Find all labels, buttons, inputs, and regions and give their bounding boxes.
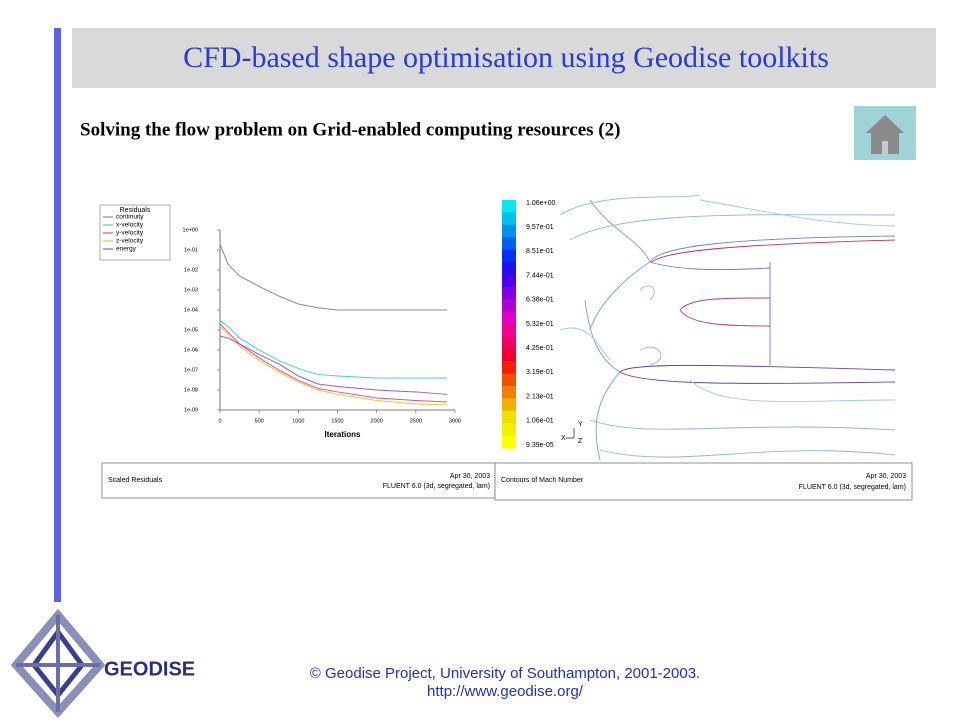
colorbar-swatch bbox=[502, 237, 516, 251]
colorbar-label: 2.13e-01 bbox=[526, 393, 554, 400]
residuals-chart: 1e+00 1e-01 1e-02 1e-03 1e-04 1e-05 1e-06 1e-07… bbox=[103, 214, 461, 439]
legend-label: energy bbox=[116, 246, 137, 253]
colorbar-swatch bbox=[502, 410, 516, 424]
logo: GEODISE bbox=[10, 608, 195, 719]
axis-label: X bbox=[561, 435, 566, 442]
contour-line bbox=[584, 199, 651, 461]
colorbar-swatch bbox=[502, 324, 516, 337]
legend-label: x-velocity bbox=[116, 222, 144, 229]
axis-label: Y bbox=[578, 421, 583, 428]
home-roof bbox=[866, 115, 904, 133]
slide-title: CFD-based shape optimisation using Geodi… bbox=[183, 41, 829, 74]
y-tick-label: 1e-06 bbox=[184, 347, 198, 353]
contour-line bbox=[559, 194, 896, 458]
x-tick-label: 0 bbox=[218, 418, 221, 424]
logo-text: GEODISE bbox=[104, 658, 195, 680]
footer-solver: FLUENT 6.0 (3d, segregated, lam) bbox=[799, 484, 906, 491]
colorbar-swatch bbox=[502, 299, 516, 313]
legend-label: y-velocity bbox=[116, 230, 144, 237]
colorbar-label: 4.25e-01 bbox=[526, 345, 554, 352]
copyright: © Geodise Project, University of Southam… bbox=[310, 665, 700, 682]
colorbar-label: 1.06e+00 bbox=[526, 200, 555, 207]
colorbar-swatch bbox=[502, 200, 516, 213]
contour-line bbox=[619, 364, 896, 384]
colorbar: 1.06e+00 9.57e-01 8.51e-01 7.44e-01 6.38e-01… bbox=[502, 200, 555, 449]
contour-panel bbox=[559, 194, 896, 461]
contour-footer-box bbox=[494, 462, 913, 501]
colorbar-swatch bbox=[502, 224, 516, 238]
y-tick-label: 1e-02 bbox=[184, 267, 198, 273]
colorbar-swatch bbox=[502, 336, 516, 350]
colorbar-swatch bbox=[502, 262, 516, 275]
contour-line bbox=[559, 199, 896, 403]
footer-date: Apr 30, 2003 bbox=[866, 473, 906, 480]
x-tick-label: 1000 bbox=[292, 418, 304, 424]
contour-line bbox=[679, 297, 771, 327]
slide-subtitle: Solving the flow problem on Grid-enabled… bbox=[80, 119, 620, 140]
contour-line bbox=[651, 239, 896, 263]
colorbar-swatch bbox=[502, 435, 516, 449]
colorbar-swatch bbox=[502, 274, 516, 288]
home-door bbox=[882, 141, 888, 154]
title-band bbox=[72, 28, 936, 88]
contour-line bbox=[649, 235, 896, 271]
colorbar-label: 9.57e-01 bbox=[526, 224, 554, 231]
legend-label: continuity bbox=[116, 214, 144, 221]
url[interactable]: http://www.geodise.org/ bbox=[427, 683, 584, 700]
y-tick-label: 1e-03 bbox=[184, 287, 198, 293]
colorbar-swatch bbox=[502, 249, 516, 263]
colorbar-label: 5.32e-01 bbox=[526, 321, 554, 328]
footer-date: Apr 30, 2003 bbox=[450, 473, 490, 480]
y-tick-label: 1e-07 bbox=[184, 367, 198, 373]
y-tick-label: 1e-01 bbox=[184, 247, 198, 253]
series-line bbox=[219, 323, 448, 403]
colorbar-swatch bbox=[502, 361, 516, 375]
x-tick-label: 500 bbox=[255, 418, 264, 424]
legend-label: z-velocity bbox=[116, 238, 144, 245]
colorbar-label: 6.38e-01 bbox=[526, 297, 554, 304]
y-tick-label: 1e+00 bbox=[183, 227, 198, 233]
home-button[interactable] bbox=[854, 106, 916, 160]
colorbar-swatch bbox=[502, 398, 516, 412]
footer-caption: Contours of Mach Number bbox=[501, 477, 584, 484]
colorbar-swatch bbox=[502, 311, 516, 325]
colorbar-swatch bbox=[502, 286, 516, 300]
colorbar-label: 3.19e-01 bbox=[526, 369, 554, 376]
x-tick-label: 3000 bbox=[449, 418, 461, 424]
y-tick-label: 1e-05 bbox=[184, 327, 198, 333]
side-bar bbox=[54, 28, 61, 602]
y-tick-label: 1e-04 bbox=[184, 307, 198, 313]
colorbar-swatch bbox=[502, 348, 516, 362]
series-line bbox=[219, 335, 448, 395]
axis-label: Z bbox=[578, 438, 583, 445]
x-tick-label: 2000 bbox=[371, 418, 383, 424]
colorbar-swatch bbox=[502, 423, 516, 437]
footer-caption: Scaled Residuals bbox=[108, 477, 163, 484]
x-tick-label: 2500 bbox=[410, 418, 422, 424]
y-tick-label: 1e-09 bbox=[184, 407, 198, 413]
colorbar-swatch bbox=[502, 386, 516, 399]
colorbar-label: 9.39e-05 bbox=[526, 442, 554, 449]
colorbar-swatch bbox=[502, 373, 516, 387]
colorbar-label: 7.44e-01 bbox=[526, 272, 554, 279]
series-line bbox=[219, 320, 448, 379]
colorbar-label: 8.51e-01 bbox=[526, 248, 554, 255]
legend-title: Residuals bbox=[120, 207, 151, 214]
residuals-footer-box bbox=[101, 462, 496, 499]
footer-solver: FLUENT 6.0 (3d, segregated, lam) bbox=[383, 483, 490, 490]
x-tick-label: 1500 bbox=[331, 418, 343, 424]
x-axis-label: Iterations bbox=[324, 430, 361, 439]
series-line bbox=[219, 243, 448, 311]
colorbar-swatch bbox=[502, 212, 516, 226]
y-tick-label: 1e-08 bbox=[184, 387, 198, 393]
colorbar-label: 1.06e-01 bbox=[526, 418, 554, 425]
